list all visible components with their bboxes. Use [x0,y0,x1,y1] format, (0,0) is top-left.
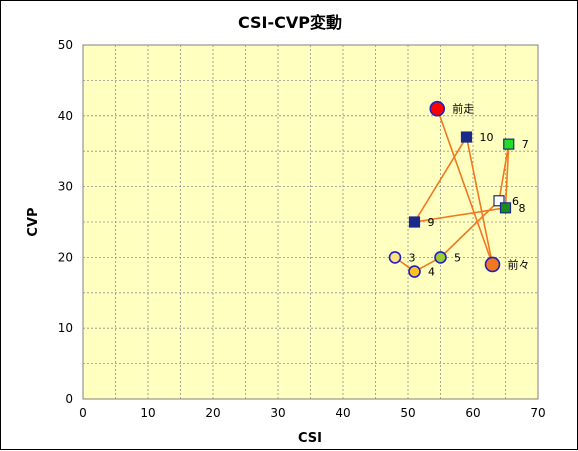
x-tick-label: 20 [205,406,220,420]
y-tick-label: 30 [58,180,73,194]
trajectory-segment [498,143,510,201]
data-point-circle [484,256,501,273]
y-axis-label: CVP [26,207,41,236]
data-point-circle [434,251,447,264]
x-tick-label: 30 [270,406,285,420]
data-points [388,100,515,278]
gridlines [83,45,538,399]
y-tick-label: 20 [58,250,73,264]
x-tick-label: 40 [335,406,350,420]
data-point-circle [388,251,402,264]
y-tick-label: 50 [58,38,73,52]
data-point-label: 7 [522,138,529,151]
x-tick-label: 60 [465,406,480,420]
point-labels: 前走 10 7 68 9 3 5 前々 4 [409,102,530,279]
trajectory-segment [436,108,494,265]
data-point-square [460,131,473,143]
data-point-label: 10 [480,131,494,144]
y-tick-label: 40 [58,109,73,123]
data-point-label: 前走 [452,102,474,116]
trajectory-segment [504,144,510,208]
chart-title: CSI-CVP変動 [238,13,342,32]
data-point-label: 5 [454,251,461,264]
x-tick-label: 10 [140,406,155,420]
x-axis-label: CSI [298,431,322,446]
data-point-circle [429,100,446,117]
data-point-label: 4 [428,266,435,279]
trajectory-segment [413,136,468,223]
data-point-square [408,216,421,228]
trajectory-segment [465,136,494,265]
data-point-square [493,195,505,207]
x-tick-label: 70 [530,406,545,420]
data-point-square [503,138,515,150]
tick-labels: 0 10 20 30 40 50 60 70 0 10 20 30 40 50 [58,38,546,420]
data-point-circle [408,265,421,278]
data-point-label: 前々 [508,257,530,271]
trajectory-segment [414,207,506,223]
x-tick-label: 50 [400,406,415,420]
data-point-label: 8 [519,202,526,215]
data-point-label: 6 [512,195,519,208]
data-point-label: 3 [409,251,416,264]
x-tick-label: 0 [79,406,87,420]
y-tick-label: 0 [65,392,73,406]
data-point-label: 9 [428,216,435,229]
data-point-square [499,202,512,214]
y-tick-label: 10 [58,321,73,335]
